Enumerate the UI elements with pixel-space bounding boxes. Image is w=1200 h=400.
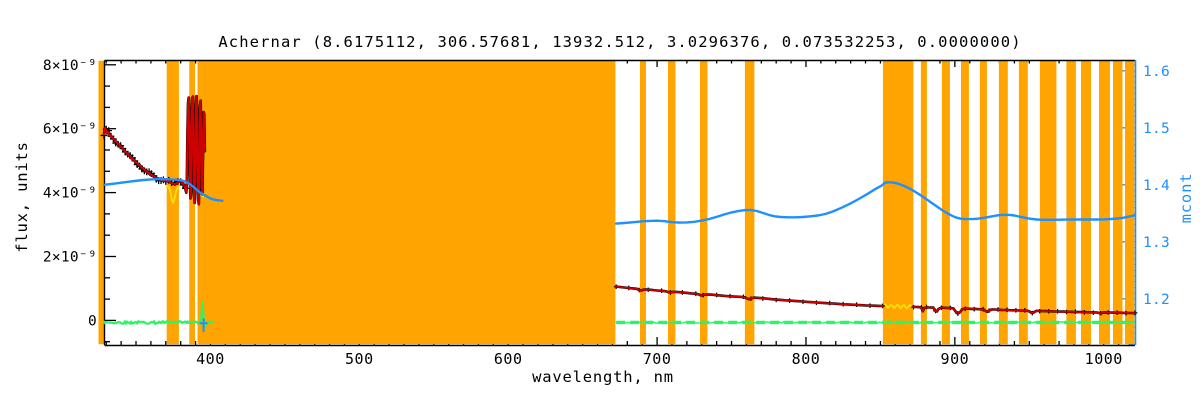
y-left-tick-label: 4×10⁻⁹	[43, 186, 97, 202]
masked-band	[1113, 60, 1123, 345]
x-axis-label: wavelength, nm	[532, 368, 674, 386]
masked-band	[882, 60, 914, 345]
y-left-axis-label: flux, units	[13, 141, 31, 252]
continuum-curve	[615, 181, 1137, 225]
x-tick-label: 700	[643, 350, 672, 368]
masked-band	[1066, 60, 1076, 345]
data-layer	[100, 94, 1138, 332]
masked-band	[1039, 60, 1057, 345]
masked-band	[1081, 60, 1091, 345]
y-right-axis-label: mcont	[1177, 173, 1195, 224]
axis-frame	[103, 59, 1135, 347]
y-right-tick-label: 1.3	[1143, 235, 1170, 251]
error-bar-marker	[199, 318, 208, 332]
masked-band	[961, 60, 969, 345]
y-left-tick-label: 0	[88, 313, 97, 329]
x-tick-label: 900	[941, 350, 970, 368]
plot-frame	[103, 59, 1137, 347]
x-tick-label: 600	[494, 350, 523, 368]
masked-band	[197, 60, 616, 345]
y-right-tick-label: 1.5	[1143, 121, 1170, 137]
masked-band	[998, 60, 1008, 345]
masked-band	[979, 60, 987, 345]
y-left-tick-label: 2×10⁻⁹	[43, 249, 97, 265]
masked-band	[1125, 60, 1135, 345]
fit-spectrum	[912, 305, 1136, 315]
masked-band	[744, 60, 755, 345]
masked-band	[98, 60, 105, 345]
y-right-tick-label: 1.4	[1143, 178, 1170, 194]
continuum-curve	[102, 177, 224, 202]
y-left-tick-label: 8×10⁻⁹	[43, 58, 97, 74]
plot-title: Achernar (8.6175112, 306.57681, 13932.51…	[218, 33, 1021, 51]
x-tick-label: 800	[792, 350, 821, 368]
y-left-tick-label: 6×10⁻⁹	[43, 122, 97, 138]
masked-band	[920, 60, 927, 345]
residual-left	[102, 301, 215, 328]
x-tick-label: 500	[345, 350, 374, 368]
masked-band	[640, 60, 646, 345]
tick-labels: 0 2×10⁻⁹ 4×10⁻⁹ 6×10⁻⁹ 8×10⁻⁹ 1.2 1.3 1.4 1.5 1.6…	[43, 58, 1170, 368]
x-tick-label: 400	[196, 350, 225, 368]
masked-band	[1018, 60, 1028, 345]
y-right-tick-label: 1.2	[1143, 292, 1170, 308]
fit-spectrum	[615, 285, 884, 307]
model-masked-segment	[882, 303, 915, 310]
masked-band	[700, 60, 708, 345]
masked-band	[1099, 60, 1110, 345]
model-masked-segment	[165, 184, 180, 204]
x-tick-label: 1000	[1085, 350, 1123, 368]
masked-band	[941, 60, 950, 345]
masked-band	[668, 60, 676, 345]
masked-band	[189, 60, 195, 345]
y-right-tick-label: 1.6	[1143, 64, 1170, 80]
masked-bands-layer	[98, 60, 1135, 345]
